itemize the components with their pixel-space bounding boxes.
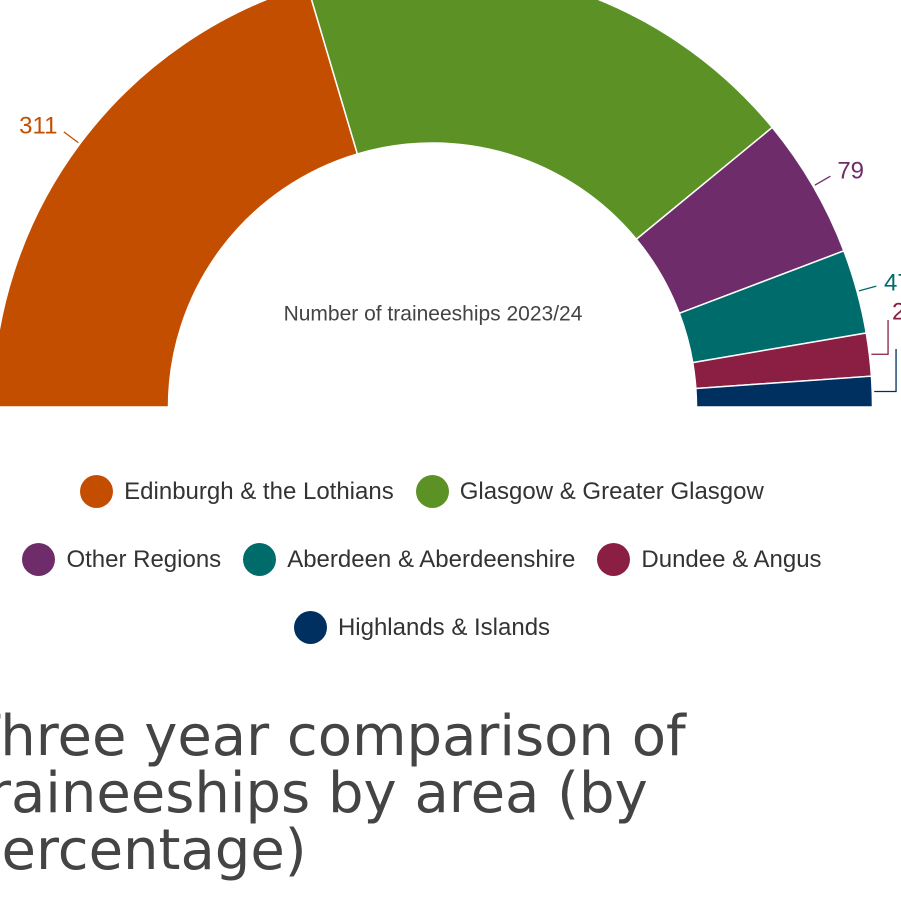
- slice: [695, 375, 874, 408]
- legend-label: Other Regions: [66, 545, 222, 573]
- legend-item[interactable]: Other Regions: [22, 543, 221, 576]
- data-label: 47: [884, 269, 901, 296]
- legend-label: Highlands & Islands: [337, 613, 551, 641]
- legend-item[interactable]: Aberdeen & Aberdeenshire: [243, 543, 575, 576]
- legend-item[interactable]: Glasgow & Greater Glasgow: [415, 475, 764, 508]
- data-label: 79: [837, 158, 864, 185]
- data-label: 311: [19, 112, 57, 139]
- legend-row: Highlands & Islands: [0, 611, 844, 644]
- legend-item[interactable]: Edinburgh & the Lothians: [80, 475, 394, 508]
- legend-row: Edinburgh & the Lothians Glasgow & Greate…: [0, 475, 844, 508]
- legend-row: Other Regions Aberdeen & Aberdeenshire Dun…: [0, 543, 844, 576]
- chart: Number of traineeships 2023/24 311284794…: [0, 0, 901, 408]
- leader-line: [63, 131, 79, 144]
- legend-label: Edinburgh & the Lothians: [124, 477, 394, 505]
- leader-line: [871, 320, 889, 355]
- legend-swatch: [597, 543, 631, 576]
- slice: [310, 0, 774, 241]
- legend-swatch: [22, 543, 56, 576]
- leader-line: [814, 175, 831, 186]
- leader-line: [858, 285, 877, 292]
- legend-item[interactable]: Highlands & Islands: [293, 611, 551, 644]
- legend-label: Dundee & Angus: [641, 545, 822, 573]
- legend-label: Glasgow & Greater Glasgow: [459, 477, 764, 505]
- data-label: 24: [892, 298, 901, 325]
- leader-line: [874, 349, 897, 393]
- heading: Three year comparison of traineeships by…: [0, 704, 686, 883]
- slice: [0, 0, 359, 408]
- legend-swatch: [293, 611, 327, 644]
- legend-swatch: [243, 543, 277, 576]
- center-label: Number of traineeships 2023/24: [284, 303, 583, 326]
- legend-swatch: [80, 475, 114, 508]
- legend-item[interactable]: Dundee & Angus: [597, 543, 822, 576]
- legend-swatch: [415, 475, 449, 508]
- legend-label: Aberdeen & Aberdeenshire: [287, 545, 576, 573]
